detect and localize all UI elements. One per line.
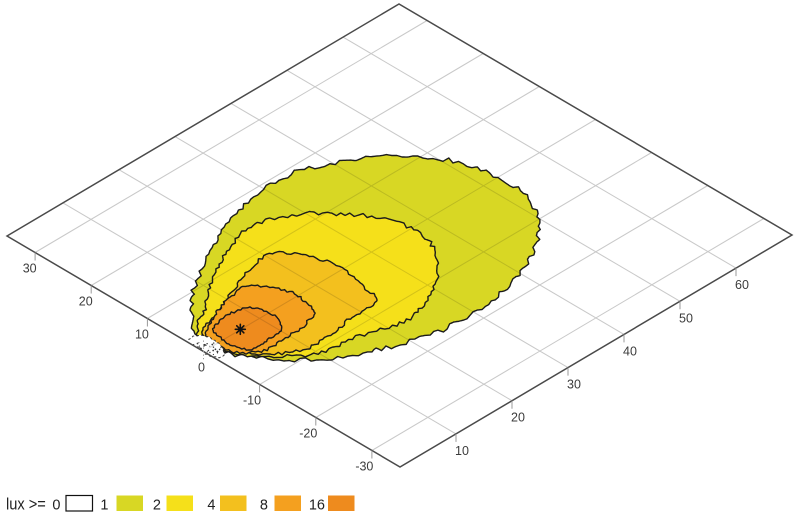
svg-text:60: 60 bbox=[735, 278, 749, 292]
svg-text:1: 1 bbox=[100, 498, 108, 514]
svg-text:30: 30 bbox=[567, 378, 581, 392]
svg-text:0: 0 bbox=[198, 361, 205, 375]
svg-text:8: 8 bbox=[260, 498, 268, 514]
svg-text:-20: -20 bbox=[299, 427, 317, 441]
svg-text:2: 2 bbox=[153, 498, 161, 514]
svg-text:20: 20 bbox=[511, 411, 525, 425]
svg-text:16: 16 bbox=[309, 498, 325, 514]
svg-text:10: 10 bbox=[455, 444, 469, 458]
svg-text:4: 4 bbox=[207, 498, 215, 514]
svg-text:0: 0 bbox=[52, 498, 60, 514]
svg-text:-10: -10 bbox=[243, 394, 261, 408]
svg-text:30: 30 bbox=[23, 262, 37, 276]
svg-text:50: 50 bbox=[679, 311, 693, 325]
svg-text:20: 20 bbox=[79, 295, 93, 309]
svg-text:lux >=: lux >= bbox=[6, 496, 46, 514]
svg-text:10: 10 bbox=[135, 328, 149, 342]
svg-text:40: 40 bbox=[623, 344, 637, 358]
svg-text:-30: -30 bbox=[355, 460, 373, 474]
